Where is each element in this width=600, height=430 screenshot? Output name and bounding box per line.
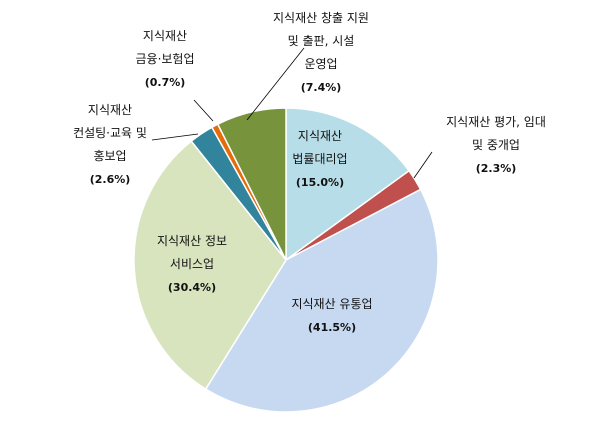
slice-name-line: 서비스업 — [170, 257, 214, 271]
pie-slice-3 — [204, 188, 439, 413]
leader-lines — [151, 47, 433, 179]
slice-percent: (15.0%) — [296, 176, 344, 189]
slice-name-line: 지식재산 평가, 임대 — [446, 115, 546, 129]
leader-line-7 — [246, 47, 305, 121]
slice-label-3: 지식재산 유통업 (41.5%) — [291, 297, 372, 334]
slice-labels: 지식재산 법률대리업 (15.0%)지식재산 평가, 임대 및 중개업 (2.3%)지식… — [73, 11, 546, 334]
slice-name-line: 금융·보험업 — [135, 52, 194, 66]
slice-name-line: 및 출판, 시설 — [288, 34, 355, 48]
pie-slice-7 — [216, 107, 287, 261]
pie-slice-4 — [133, 140, 287, 391]
slice-name-line: 지식재산 정보 — [157, 234, 227, 248]
slice-percent: (30.4%) — [168, 281, 216, 294]
slice-name-line: 법률대리업 — [292, 152, 347, 166]
leader-line-2 — [413, 151, 433, 179]
leader-line-5 — [151, 133, 199, 141]
slice-name-line: 지식재산 — [143, 29, 187, 43]
pie-slice-1 — [285, 107, 411, 262]
slice-name-line: 및 중개업 — [472, 138, 520, 152]
slice-name-line: 지식재산 창출 지원 — [273, 11, 369, 25]
pie-slices — [133, 107, 439, 413]
slice-name-line: 지식재산 유통업 — [291, 297, 372, 311]
slice-name-line: 지식재산 — [88, 103, 132, 117]
slice-percent: (41.5%) — [308, 321, 356, 334]
slice-percent: (2.6%) — [90, 173, 131, 186]
slice-name-line: 홍보업 — [93, 149, 126, 163]
slice-name-line: 컨설팅·교육 및 — [73, 126, 147, 140]
slice-percent: (7.4%) — [301, 81, 342, 94]
leader-line-6 — [193, 99, 214, 122]
slice-name-line: 지식재산 — [298, 129, 342, 143]
slice-name-line: 운영업 — [304, 57, 337, 71]
slice-percent: (0.7%) — [145, 76, 186, 89]
slice-percent: (2.3%) — [476, 162, 517, 175]
